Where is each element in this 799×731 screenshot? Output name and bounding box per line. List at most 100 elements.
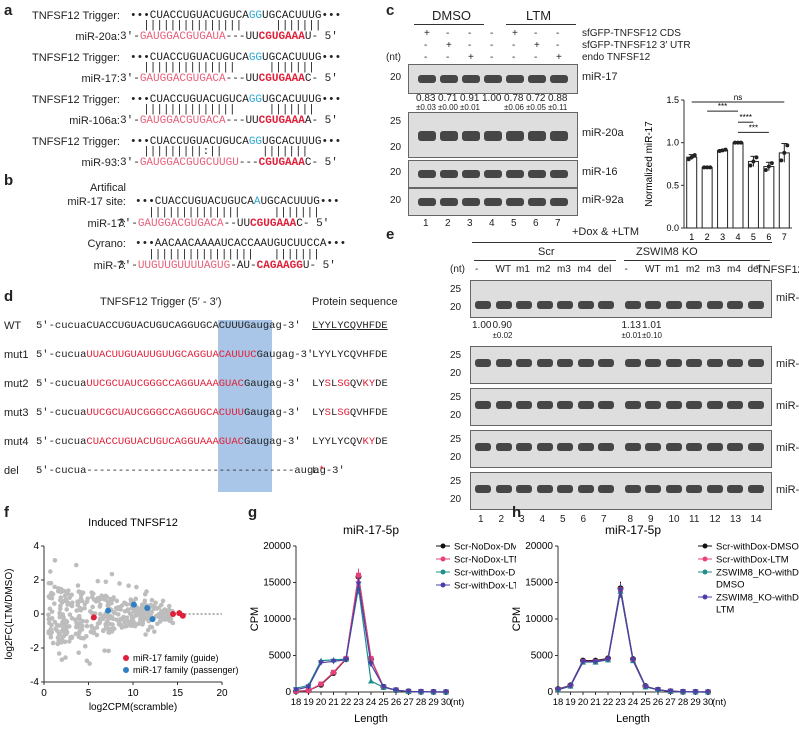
trigger-seq: •••CUACCUGUACUGUCAGGUGCACUUUG••• xyxy=(130,136,341,148)
band xyxy=(536,485,553,493)
background-point xyxy=(85,596,90,601)
data-point xyxy=(686,157,691,162)
seq-part: Q xyxy=(349,378,357,390)
condition-sign: - xyxy=(446,28,450,39)
legend-passenger-marker xyxy=(123,667,129,673)
quant-error: ±0.03 xyxy=(416,103,436,112)
band xyxy=(624,301,641,309)
band xyxy=(484,198,502,206)
bar xyxy=(778,152,790,229)
x-axis-label: Length xyxy=(616,713,650,725)
highlight-point xyxy=(170,611,177,617)
band xyxy=(536,401,553,409)
background-point xyxy=(48,634,54,640)
protein-seq: LYSLSGQVHFDE xyxy=(312,407,388,419)
x-tick-label: 5 xyxy=(86,688,92,699)
background-point xyxy=(55,628,60,634)
series-point xyxy=(405,688,412,695)
band xyxy=(686,485,702,493)
band xyxy=(665,301,682,309)
legend-marker xyxy=(702,594,708,600)
highlight-point xyxy=(179,612,186,619)
cyrano-seq: •••AACAACAAAAUCACCAAUGUCUUCCA••• xyxy=(135,238,347,250)
seq-part: UGCACUUUG xyxy=(262,10,322,22)
y-tick-label: 20000 xyxy=(525,541,553,552)
background-point xyxy=(52,584,57,590)
variant-seq: 5′-cucuaUUCGCUAUCGGGCCAGGUAAAGUACGaugag-… xyxy=(36,378,301,390)
band xyxy=(598,485,614,493)
series-point xyxy=(343,657,349,663)
data-point xyxy=(705,165,710,170)
band xyxy=(598,359,614,367)
background-point xyxy=(160,598,166,604)
seq-part: E xyxy=(381,378,388,390)
band xyxy=(598,301,614,309)
seq-part: L xyxy=(330,436,338,448)
band xyxy=(495,443,512,451)
band xyxy=(506,131,524,141)
seq-part: L xyxy=(330,378,338,390)
band xyxy=(747,359,764,367)
nt-label: (nt) xyxy=(386,52,401,63)
ltm-group-label: LTM xyxy=(526,8,552,23)
seq-part: L xyxy=(312,436,319,448)
background-point xyxy=(64,626,69,631)
size-marker: 20 xyxy=(390,72,402,83)
protein-seq: LYYLYCQVKYDE xyxy=(312,436,388,448)
legend-marker xyxy=(702,543,708,549)
size-marker: 20 xyxy=(450,368,462,379)
size-marker: 20 xyxy=(450,494,462,505)
background-point xyxy=(46,616,52,622)
blot-miR-7 xyxy=(470,388,772,426)
mirna-label: miR-93: xyxy=(81,157,120,169)
quant-error: ±0.02 xyxy=(492,331,513,340)
x-tick-label: 28 xyxy=(416,697,427,708)
band xyxy=(727,359,743,367)
bar xyxy=(732,142,744,229)
lane-label: WT xyxy=(645,264,661,275)
background-point xyxy=(141,612,147,617)
seq-part: GAUGGACGUGC xyxy=(139,157,213,169)
lane-label: m2 xyxy=(686,264,700,275)
x-tick-label: 26 xyxy=(653,697,664,708)
data-point xyxy=(782,150,787,155)
series-point xyxy=(430,689,437,695)
background-point xyxy=(63,655,68,660)
series-line xyxy=(295,575,447,693)
band xyxy=(550,131,568,141)
quant-value: 1.01 xyxy=(642,320,662,331)
background-point xyxy=(69,592,75,598)
series-line xyxy=(557,589,709,693)
mirna-label: miR-17: xyxy=(81,73,120,85)
background-point xyxy=(117,618,122,624)
y-axis-label: CPM xyxy=(249,607,261,631)
dmso-group-label: DMSO xyxy=(432,8,471,23)
band xyxy=(418,198,436,206)
background-point xyxy=(80,590,86,596)
background-point xyxy=(110,616,116,621)
background-point xyxy=(106,648,111,654)
data-point xyxy=(720,148,725,153)
band xyxy=(557,301,573,309)
lane-label: del xyxy=(747,264,761,275)
data-point xyxy=(748,163,753,168)
band xyxy=(536,443,553,451)
band xyxy=(624,485,641,493)
band xyxy=(557,401,573,409)
lane-number: 6 xyxy=(533,218,539,229)
background-point xyxy=(117,581,122,586)
background-point xyxy=(58,595,64,600)
background-point xyxy=(153,600,158,606)
mirna-seq: 3′-GAUGGACGUGAUA---UUCGUGAAAU- 5′ xyxy=(120,31,338,43)
background-point xyxy=(122,600,127,606)
band xyxy=(557,443,573,451)
background-point xyxy=(78,596,84,601)
series-line xyxy=(557,590,709,693)
x-tick-label: 20 xyxy=(216,688,228,699)
seq-part: UUACUUGUAUUGUUGCAGGUACAUUUC xyxy=(86,349,257,361)
mirna-seq: 3′-GAUGGACGUGACA---UUCGUGAAAA- 5′ xyxy=(120,115,338,127)
series-point xyxy=(667,688,674,695)
band xyxy=(418,75,436,83)
background-point xyxy=(90,604,95,610)
lane-label: m3 xyxy=(706,264,721,275)
